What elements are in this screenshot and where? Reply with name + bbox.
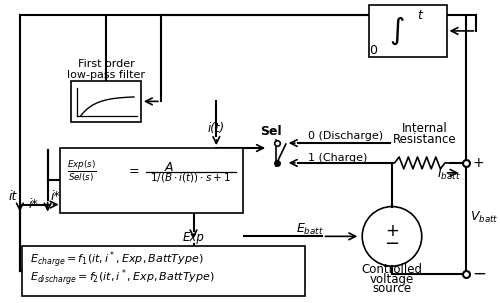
Text: =: = xyxy=(128,165,140,178)
Text: −: − xyxy=(384,235,400,253)
Text: low-pass filter: low-pass filter xyxy=(67,70,145,80)
Text: i*: i* xyxy=(50,190,60,203)
Text: voltage: voltage xyxy=(370,272,414,285)
Text: +: + xyxy=(472,156,484,170)
Text: 1 (Charge): 1 (Charge) xyxy=(308,153,367,163)
Text: $E_{batt}$: $E_{batt}$ xyxy=(296,222,324,237)
Text: source: source xyxy=(372,282,412,295)
Bar xyxy=(369,5,446,57)
Text: 0: 0 xyxy=(369,44,377,57)
Text: t: t xyxy=(417,8,422,22)
Bar xyxy=(60,148,243,212)
Text: Sel: Sel xyxy=(260,125,281,138)
Text: Controlled: Controlled xyxy=(362,263,422,276)
Text: Exp: Exp xyxy=(182,231,204,244)
Text: Internal: Internal xyxy=(402,122,448,135)
Text: $E_{charge} = f_1(it, i^*, Exp, BattType)$: $E_{charge} = f_1(it, i^*, Exp, BattType… xyxy=(30,249,204,270)
Text: Resistance: Resistance xyxy=(393,133,456,146)
Text: $V_{batt}$: $V_{batt}$ xyxy=(470,210,498,225)
Text: −: − xyxy=(472,265,486,283)
Text: $1/(B \cdot i(t)) \cdot s+1$: $1/(B \cdot i(t)) \cdot s+1$ xyxy=(150,171,231,184)
Text: +: + xyxy=(385,222,399,240)
Text: $E_{discharge} = f_2(it, i^*, Exp, BattType)$: $E_{discharge} = f_2(it, i^*, Exp, BattT… xyxy=(30,267,214,288)
Text: First order: First order xyxy=(78,59,134,69)
Text: 0 (Discharge): 0 (Discharge) xyxy=(308,131,383,141)
Bar xyxy=(72,81,141,122)
Text: $I_{batt}$: $I_{batt}$ xyxy=(436,167,460,182)
Text: $\int$: $\int$ xyxy=(389,15,405,47)
Text: it: it xyxy=(8,190,17,203)
Text: $A$: $A$ xyxy=(164,161,174,174)
Text: i(t): i(t) xyxy=(208,122,225,135)
Bar xyxy=(22,246,304,296)
Text: i*: i* xyxy=(29,198,38,211)
Text: $\frac{Exp(s)}{Sel(s)}$: $\frac{Exp(s)}{Sel(s)}$ xyxy=(68,159,97,185)
